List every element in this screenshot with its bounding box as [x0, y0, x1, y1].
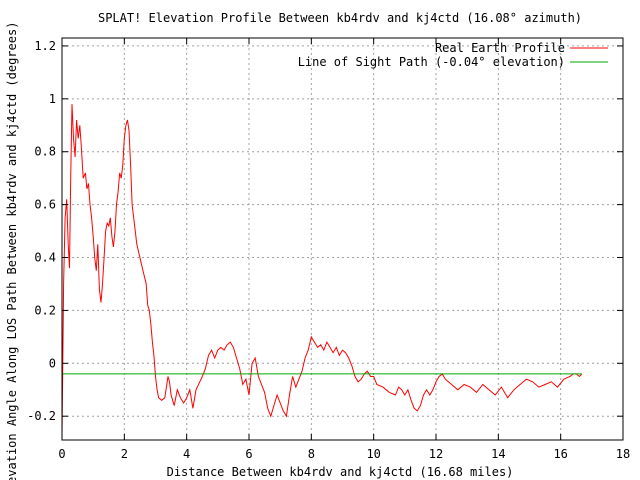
- y-tick-label: -0.2: [27, 409, 56, 423]
- legend-label-real-earth-profile: Real Earth Profile: [435, 41, 565, 55]
- x-tick-label: 18: [616, 447, 630, 461]
- y-tick-labels: -0.2 0 0.2 0.4 0.6 0.8 1 1.2: [27, 39, 56, 423]
- series-line-real-earth-profile: [61, 104, 583, 438]
- x-tick-label: 6: [245, 447, 252, 461]
- x-tick-labels: 0 2 4 6 8 10 12 14 16 18: [58, 447, 630, 461]
- tick-marks: [61, 38, 624, 440]
- y-axis-label: Elevation Angle Along LOS Path Between k…: [5, 22, 19, 480]
- legend-label-line-of-sight: Line of Sight Path (-0.04° elevation): [298, 55, 565, 69]
- x-tick-label: 12: [429, 447, 443, 461]
- x-tick-label: 0: [58, 447, 65, 461]
- chart-title: SPLAT! Elevation Profile Between kb4rdv …: [98, 11, 582, 25]
- y-tick-label: 0.8: [34, 145, 56, 159]
- grid-lines: [62, 38, 623, 440]
- y-tick-label: 0.4: [34, 251, 56, 265]
- series-lines: [61, 104, 583, 438]
- x-tick-label: 14: [491, 447, 505, 461]
- y-tick-label: 0.6: [34, 198, 56, 212]
- x-tick-label: 10: [366, 447, 380, 461]
- y-tick-label: 1: [49, 92, 56, 106]
- x-tick-label: 2: [121, 447, 128, 461]
- x-tick-label: 8: [308, 447, 315, 461]
- y-tick-label: 0.2: [34, 303, 56, 317]
- x-tick-label: 16: [553, 447, 567, 461]
- legend: Real Earth Profile Line of Sight Path (-…: [298, 41, 608, 69]
- x-tick-label: 4: [183, 447, 190, 461]
- x-axis-label: Distance Between kb4rdv and kj4ctd (16.6…: [167, 465, 514, 479]
- y-tick-label: 1.2: [34, 39, 56, 53]
- y-tick-label: 0: [49, 356, 56, 370]
- plot-frame: [61, 37, 624, 441]
